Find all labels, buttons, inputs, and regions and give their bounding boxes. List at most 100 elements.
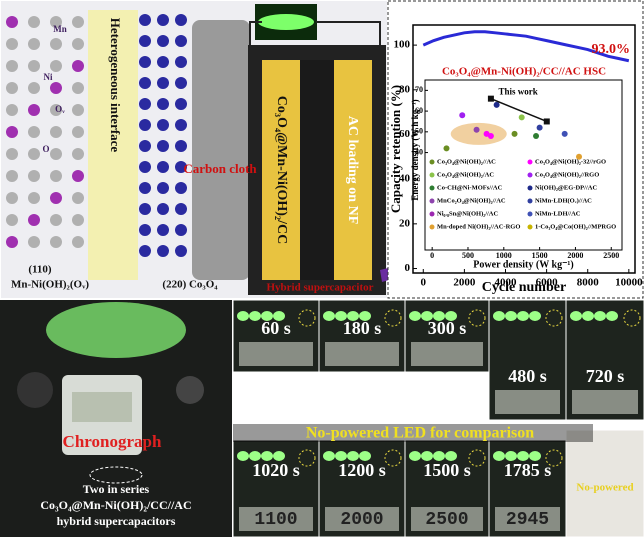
photo-frame [565, 429, 644, 537]
led [493, 451, 505, 461]
led [261, 311, 273, 321]
led [493, 311, 505, 321]
comparison-label: No-powered LED for comparison [306, 425, 534, 442]
led [421, 311, 433, 321]
atom [72, 214, 84, 226]
atom [175, 56, 187, 68]
led [606, 311, 618, 321]
atom [175, 14, 187, 26]
caption: Co₃O₄@Mn-Ni(OH)₂/CC//AC [40, 498, 191, 512]
legend-label: Mn-doped Ni(OH)₂//AC-RGO [437, 223, 520, 230]
y-tick-label: 40 [415, 147, 423, 156]
display-reading: 2500 [425, 510, 468, 530]
legend-marker [429, 211, 435, 217]
this-work-line [490, 97, 548, 123]
time-label: 1200 s [338, 460, 386, 480]
atom-label: Mn [53, 24, 67, 34]
atom [6, 148, 18, 160]
display-reading: 2945 [506, 510, 549, 530]
reference-led [545, 449, 563, 467]
display [325, 507, 399, 531]
atom [6, 236, 18, 248]
atom [72, 126, 84, 138]
electrode-label: Co₃O₄@Mn-Ni(OH)₂/CC [274, 96, 289, 245]
atom [50, 192, 62, 204]
y-tick-label: 40 [399, 173, 411, 185]
y-tick-label: 60 [399, 128, 411, 140]
atom [175, 77, 187, 89]
atom [139, 161, 151, 173]
led [517, 311, 529, 321]
point [443, 145, 450, 152]
reference-led [384, 309, 402, 327]
display [325, 342, 399, 366]
y-tick-label: 20 [399, 217, 411, 229]
x-tick-label: 2000 [567, 251, 583, 260]
point [473, 126, 480, 133]
atom [139, 140, 151, 152]
plot-area [412, 24, 636, 274]
reference-led [623, 309, 641, 327]
atom [28, 214, 40, 226]
atom [157, 119, 169, 131]
time-label: 480 s [508, 366, 547, 386]
atom [50, 104, 62, 116]
atom [6, 170, 18, 182]
legend-label: MnCo₂O₄@Ni(OH)₂//AC [437, 197, 506, 204]
led [323, 311, 335, 321]
legend-marker [527, 211, 533, 217]
legend-marker [527, 198, 533, 204]
atom [157, 14, 169, 26]
atom [72, 170, 84, 182]
point [459, 112, 466, 119]
atom [157, 182, 169, 194]
legend-label: Ni(OH)₂@EG-DP//AC [535, 184, 597, 191]
legend-label: Co-CH@Ni-MOFs//AC [437, 184, 503, 191]
legend-label: 1-Co₃O₄@Co(OH)₂//MPRGO [535, 223, 616, 230]
y-axis-label: Capacity retention (%) [388, 85, 403, 213]
device-label: Hybrid supercapacitor [266, 282, 373, 294]
atom [175, 98, 187, 110]
reference-led [384, 449, 402, 467]
chronograph-label: Chronograph [63, 432, 162, 451]
atom [139, 224, 151, 236]
atom-label: O [42, 144, 49, 154]
led [323, 451, 335, 461]
atom-label: Ni [44, 72, 53, 82]
label: (220) Co₃O₄ [162, 279, 218, 291]
legend-label: Co₃O₄@Ni(OH)₂//AC [437, 158, 496, 165]
atom [6, 82, 18, 94]
y-tick-label: 60 [415, 106, 423, 115]
legend-label: NiMn-LDH//AC [535, 210, 581, 217]
atom [28, 148, 40, 160]
x-tick-label: 1000 [496, 251, 512, 260]
atom [50, 82, 62, 94]
display [495, 507, 560, 531]
atom [175, 245, 187, 257]
atom [157, 161, 169, 173]
photo-grid: Chronograph Two in series Co₃O₄@Mn-Ni(OH)₂… [40, 299, 644, 537]
led [237, 451, 249, 461]
reference-led [468, 309, 486, 327]
atom [175, 224, 187, 236]
legend-marker [527, 185, 533, 191]
atom [157, 224, 169, 236]
atom [157, 245, 169, 257]
atom [28, 38, 40, 50]
x-tick-label: 1500 [532, 251, 548, 260]
atom [28, 82, 40, 94]
y-axis-label: Energy density (W h kg⁻¹) [410, 99, 420, 200]
point [561, 130, 568, 137]
interface-label: Heterogeneous interface [108, 18, 123, 153]
atom [50, 60, 62, 72]
y-tick-label: 100 [394, 39, 411, 51]
atom [72, 192, 84, 204]
x-tick-label: 10000 [615, 277, 643, 289]
led [409, 451, 421, 461]
supercapacitor [176, 376, 204, 404]
legend-label: Co₃O₄@Ni(OH)₂//RGO [535, 171, 599, 178]
x-tick-label: 500 [462, 251, 474, 260]
led [433, 311, 445, 321]
led [409, 311, 421, 321]
separator [300, 60, 334, 280]
